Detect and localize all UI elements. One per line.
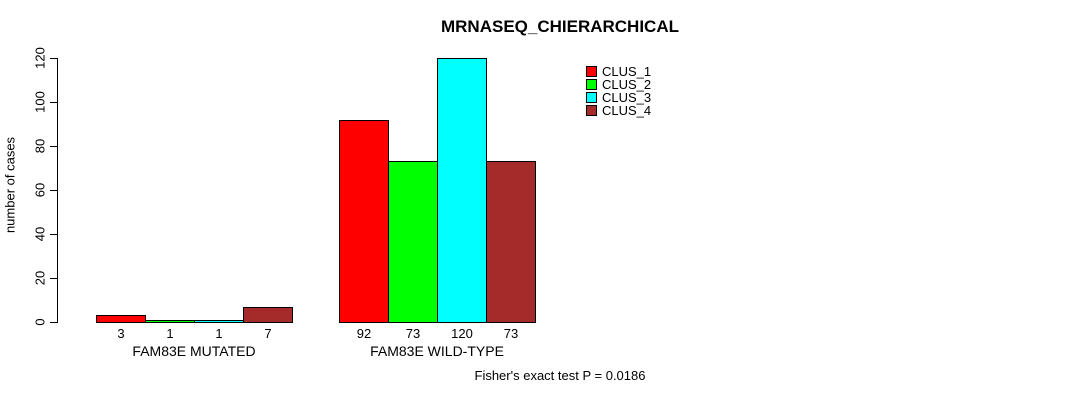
y-tick-label: 120 <box>32 47 48 69</box>
y-tick <box>50 190 57 191</box>
group-label-wild-type: FAM83E WILD-TYPE <box>370 343 504 359</box>
legend-swatch-icon <box>586 79 597 90</box>
legend-item-clus_1: CLUS_1 <box>586 65 651 78</box>
legend-item-clus_3: CLUS_3 <box>586 91 651 104</box>
y-tick <box>50 102 57 103</box>
y-tick-label: 60 <box>32 182 48 198</box>
y-tick <box>50 278 57 279</box>
bar-value-label: 120 <box>451 326 473 341</box>
chart-title: MRNASEQ_CHIERARCHICAL <box>440 17 679 36</box>
legend-swatch-icon <box>586 66 597 77</box>
group-label-mutated: FAM83E MUTATED <box>132 343 256 359</box>
bar-clus_4-wild-type <box>486 161 536 323</box>
legend-swatch-icon <box>586 92 597 103</box>
y-tick-label: 40 <box>32 226 48 242</box>
y-tick <box>50 322 57 323</box>
y-tick-label: 0 <box>32 318 48 326</box>
legend-item-clus_4: CLUS_4 <box>586 104 651 117</box>
legend: CLUS_1 CLUS_2 CLUS_3 CLUS_4 <box>586 65 651 117</box>
legend-label: CLUS_3 <box>602 90 652 105</box>
bar-clus_2-mutated <box>145 320 195 323</box>
y-tick-label: 20 <box>32 270 48 286</box>
y-axis-line <box>57 58 58 323</box>
bar-clus_2-wild-type <box>388 161 438 323</box>
bar-clus_1-wild-type <box>339 120 389 323</box>
annotation-fisher-test: Fisher's exact test P = 0.0186 <box>474 368 646 383</box>
bar-clus_3-mutated <box>194 320 244 323</box>
legend-label: CLUS_1 <box>602 64 652 79</box>
y-tick <box>50 234 57 235</box>
y-tick <box>50 58 57 59</box>
bar-clus_3-wild-type <box>437 58 487 323</box>
bar-value-label: 1 <box>166 326 174 341</box>
y-tick <box>50 146 57 147</box>
bar-value-label: 1 <box>215 326 223 341</box>
y-tick-label: 100 <box>32 91 48 113</box>
bar-value-label: 7 <box>264 326 272 341</box>
bar-clus_1-mutated <box>96 315 146 323</box>
bar-value-label: 3 <box>117 326 125 341</box>
legend-label: CLUS_2 <box>602 77 652 92</box>
bar-value-label: 73 <box>503 326 519 341</box>
bar-value-label: 73 <box>405 326 421 341</box>
y-axis-title: number of cases <box>2 136 18 234</box>
bar-clus_4-mutated <box>243 307 293 323</box>
bar-value-label: 92 <box>356 326 372 341</box>
legend-swatch-icon <box>586 105 597 116</box>
legend-item-clus_2: CLUS_2 <box>586 78 651 91</box>
legend-label: CLUS_4 <box>602 103 652 118</box>
y-tick-label: 80 <box>32 138 48 154</box>
